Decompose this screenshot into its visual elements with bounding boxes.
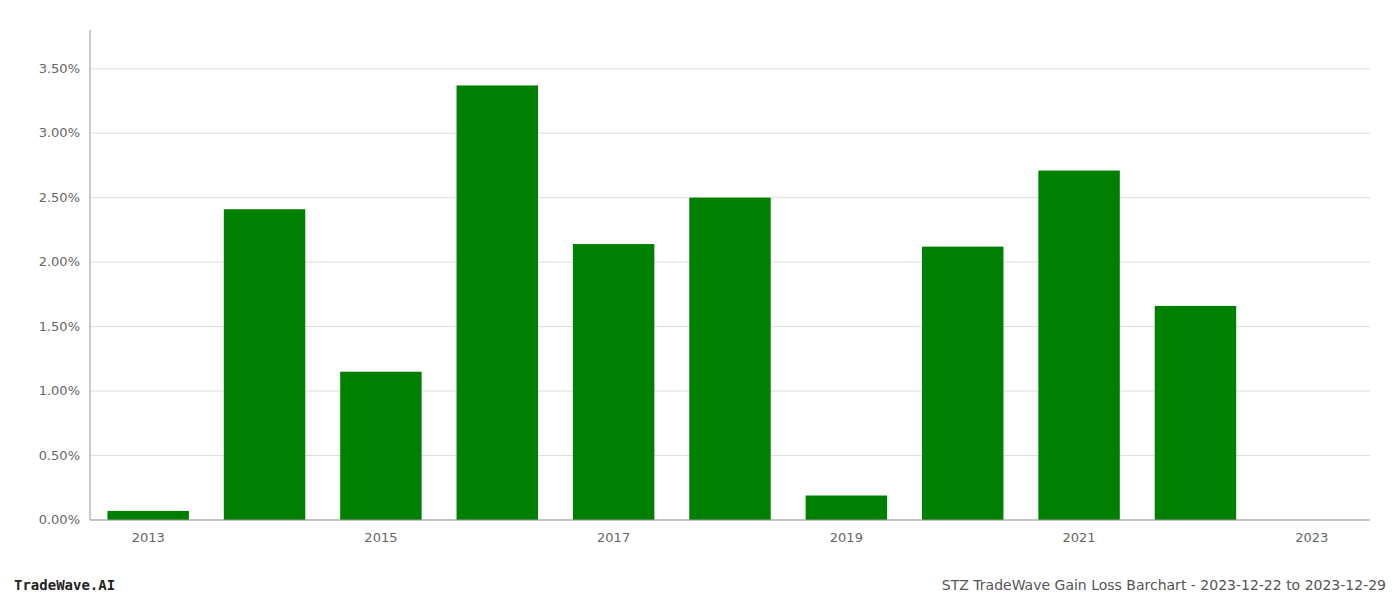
- x-tick-label: 2023: [1295, 530, 1328, 545]
- x-tick-label: 2017: [597, 530, 630, 545]
- bar: [1038, 171, 1119, 520]
- bar: [689, 198, 770, 520]
- y-tick-label: 0.00%: [39, 512, 80, 527]
- x-axis-line: [90, 520, 1370, 521]
- y-tick-labels: 0.00% 0.50% 1.00% 1.50% 2.00% 2.50% 3.00% 3.50%: [39, 61, 80, 527]
- chart-container: 0.00% 0.50% 1.00% 1.50% 2.00% 2.50% 3.00% 3.50%…: [0, 0, 1400, 600]
- grid-line: [90, 68, 1370, 69]
- y-tick-label: 3.00%: [39, 125, 80, 140]
- bar: [1155, 306, 1236, 520]
- bar: [457, 85, 538, 520]
- y-tick-label: 1.00%: [39, 383, 80, 398]
- y-tick-label: 2.00%: [39, 254, 80, 269]
- bar: [922, 247, 1003, 520]
- y-tick-label: 1.50%: [39, 319, 80, 334]
- annotation-right: STZ TradeWave Gain Loss Barchart - 2023-…: [942, 577, 1386, 593]
- bars: [107, 85, 1236, 520]
- bar: [107, 511, 188, 520]
- chart-svg: 0.00% 0.50% 1.00% 1.50% 2.00% 2.50% 3.00% 3.50%…: [0, 0, 1400, 600]
- bar: [340, 372, 421, 520]
- x-tick-labels: 2013 2015 2017 2019 2021 2023: [132, 530, 1329, 545]
- y-tick-label: 3.50%: [39, 61, 80, 76]
- x-tick-label: 2019: [830, 530, 863, 545]
- grid-line: [90, 133, 1370, 134]
- bar: [573, 244, 654, 520]
- y-grid: [90, 69, 1370, 520]
- x-tick-label: 2013: [132, 530, 165, 545]
- x-tick-label: 2015: [364, 530, 397, 545]
- y-tick-label: 0.50%: [39, 448, 80, 463]
- bar: [806, 496, 887, 521]
- bar: [224, 209, 305, 520]
- x-tick-label: 2021: [1063, 530, 1096, 545]
- y-axis-line: [90, 30, 91, 520]
- grid-line: [90, 520, 1370, 521]
- annotation-left: TradeWave.AI: [14, 577, 115, 593]
- y-tick-label: 2.50%: [39, 190, 80, 205]
